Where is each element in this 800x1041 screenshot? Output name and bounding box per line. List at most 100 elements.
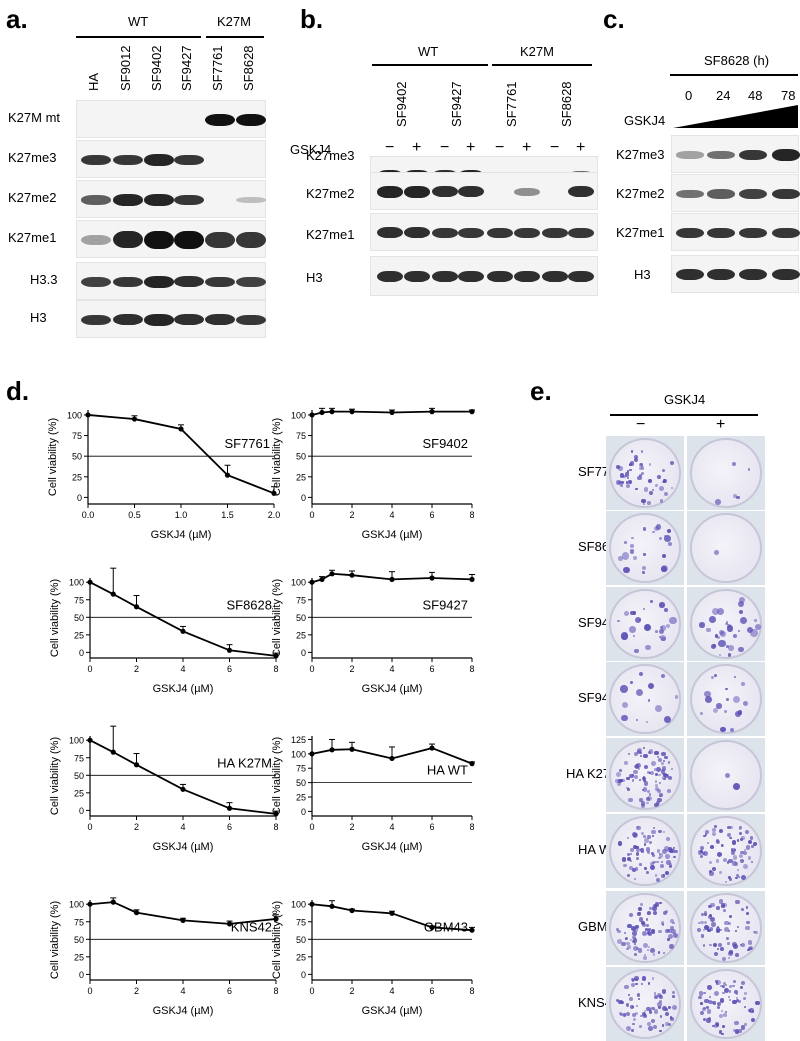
y-tick-label: 100 <box>69 900 84 910</box>
y-axis-label: Cell viability (%) <box>271 579 283 657</box>
colony <box>722 985 726 989</box>
data-point <box>429 924 435 930</box>
data-point <box>349 746 355 752</box>
colony <box>697 928 701 933</box>
colony <box>733 634 738 638</box>
colony <box>631 536 634 540</box>
colony <box>655 784 659 788</box>
panel-b-sign: + <box>466 139 476 156</box>
colony <box>732 848 736 852</box>
colony <box>698 922 701 925</box>
colony <box>731 839 737 845</box>
colony <box>639 798 643 802</box>
panel-d-letter: d. <box>6 376 30 406</box>
colony <box>636 763 642 768</box>
y-axis-label: Cell viability (%) <box>47 418 59 496</box>
band <box>377 227 403 239</box>
colony <box>626 874 630 878</box>
panel-b-wt-bracket <box>372 64 488 66</box>
colony <box>720 1009 724 1013</box>
x-tick-label: 6 <box>227 664 232 674</box>
colony <box>704 920 708 924</box>
panel-a-row-label: K27M mt <box>8 110 61 125</box>
colony <box>629 938 633 942</box>
colony <box>736 925 740 929</box>
colony <box>709 616 717 624</box>
colony <box>745 906 749 909</box>
colony <box>667 775 672 780</box>
colony <box>643 954 647 957</box>
colony <box>665 836 671 842</box>
colony <box>727 625 734 632</box>
series-line <box>89 581 277 657</box>
colony <box>644 623 652 631</box>
colony <box>648 478 651 482</box>
colony <box>636 475 642 481</box>
colony <box>631 927 634 931</box>
colony <box>638 473 642 477</box>
band <box>739 269 767 281</box>
band <box>205 276 235 288</box>
panel-a-group-wt: WT <box>128 14 149 29</box>
colony <box>718 899 724 904</box>
colony <box>643 835 647 839</box>
colony <box>674 694 679 699</box>
band <box>432 271 458 283</box>
band <box>81 154 111 166</box>
blot-strip <box>76 180 266 218</box>
y-tick-label: 100 <box>291 410 306 420</box>
colony <box>740 836 745 841</box>
colony <box>721 956 726 962</box>
colony <box>736 839 740 842</box>
colony <box>629 461 634 466</box>
colony <box>659 1029 662 1033</box>
data-point <box>133 762 140 768</box>
colony <box>619 483 624 487</box>
data-point <box>110 749 116 755</box>
colony <box>727 623 732 628</box>
x-tick-label: 8 <box>273 822 278 832</box>
colony <box>660 1015 663 1018</box>
y-tick-label: 0 <box>77 493 82 503</box>
band <box>772 149 800 161</box>
colony <box>618 769 622 773</box>
colony <box>665 871 670 876</box>
colony <box>704 998 710 1004</box>
x-tick-label: 2 <box>134 822 139 832</box>
colony <box>737 629 741 633</box>
colony <box>723 982 727 986</box>
colony <box>674 849 678 854</box>
colony <box>668 929 673 933</box>
colony <box>710 675 715 680</box>
colony <box>653 802 658 807</box>
colony <box>637 750 641 754</box>
series-line <box>311 903 473 932</box>
data-point <box>329 747 335 753</box>
colony <box>738 600 745 607</box>
colony <box>657 755 660 758</box>
blot-strip <box>370 172 598 210</box>
x-axis-label: GSKJ4 (µM) <box>362 683 423 695</box>
panel-c-time-label: 0 <box>685 88 693 103</box>
x-tick-label: 2 <box>134 664 139 674</box>
data-point <box>131 416 138 422</box>
colony <box>734 929 738 933</box>
data-point <box>273 811 279 817</box>
colony <box>661 553 666 558</box>
colony <box>649 841 653 845</box>
band <box>205 231 235 248</box>
panel-a-lane-label: SF8628 <box>241 45 256 91</box>
data-point <box>180 917 186 923</box>
colony <box>641 976 647 981</box>
colony <box>646 850 650 855</box>
panel-e-header-bracket <box>610 414 758 416</box>
data-point <box>309 901 315 907</box>
colony <box>661 769 666 774</box>
y-tick-label: 75 <box>296 431 306 441</box>
data-point <box>309 579 315 585</box>
x-tick-label: 8 <box>469 822 474 832</box>
colony <box>657 951 661 954</box>
colony <box>725 697 729 702</box>
colony <box>669 616 677 625</box>
y-axis-label: Cell viability (%) <box>49 901 61 979</box>
